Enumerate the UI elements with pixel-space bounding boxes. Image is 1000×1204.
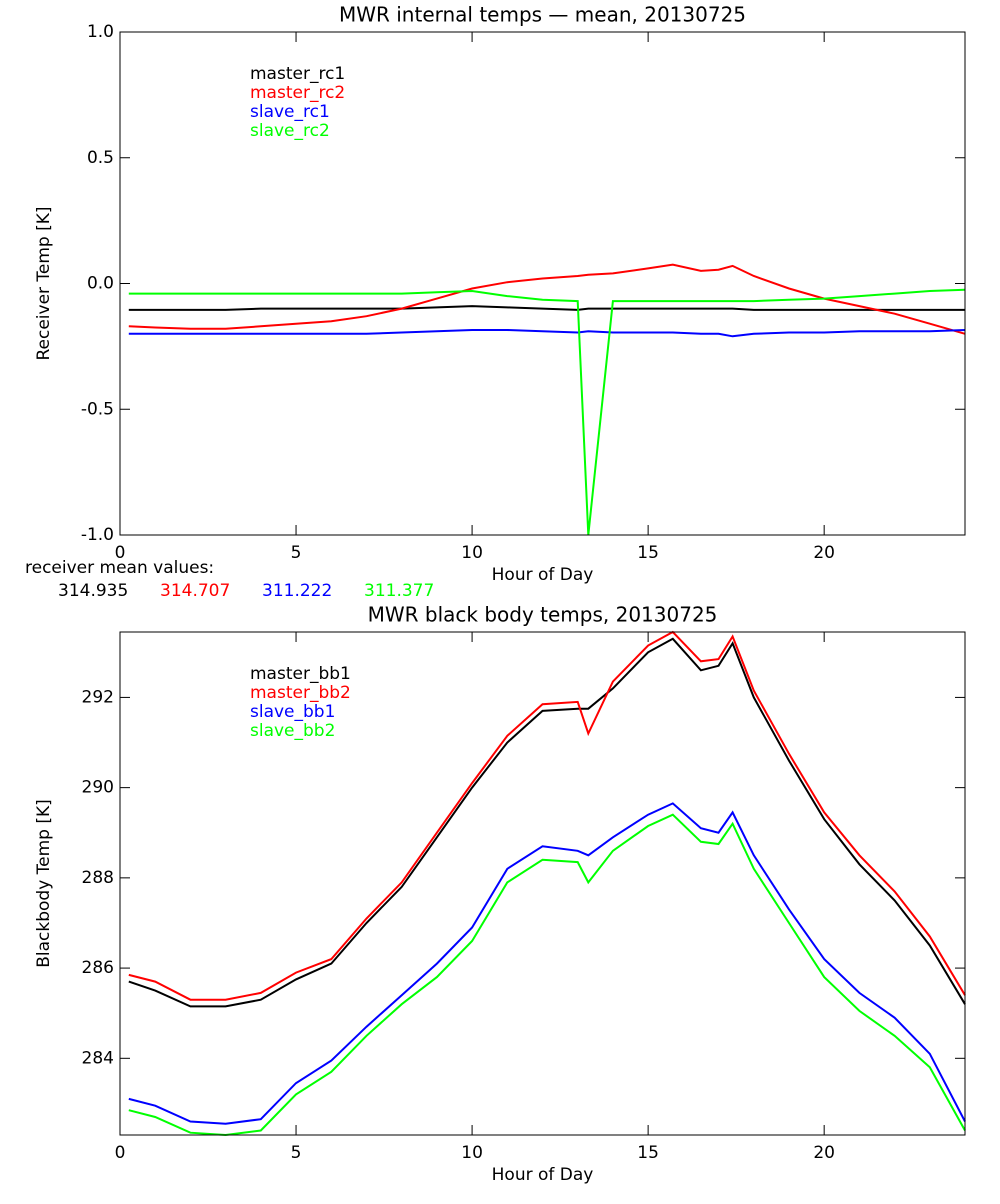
x-tick-label: 10 [461, 1143, 483, 1163]
y-axis-label: Blackbody Temp [K] [34, 799, 54, 968]
y-tick-label: 0.5 [87, 148, 114, 168]
x-tick-label: 0 [115, 1143, 126, 1163]
y-tick-label: 286 [82, 958, 114, 978]
x-tick-label: 20 [813, 543, 835, 563]
plot-frame [119, 631, 966, 1136]
x-axis-label: Hour of Day [492, 565, 594, 585]
x-tick-label: 15 [637, 1143, 659, 1163]
x-tick-label: 15 [637, 543, 659, 563]
x-axis-label: Hour of Day [492, 1165, 594, 1185]
legend-entry: master_rc1 [250, 64, 345, 84]
mean-values-label: receiver mean values: [25, 558, 214, 578]
y-tick-label: 290 [82, 778, 114, 798]
x-tick-label: 20 [813, 1143, 835, 1163]
mean-value: 311.222 [262, 581, 332, 601]
series-line [128, 630, 966, 1001]
x-tick-label: 5 [291, 543, 302, 563]
mean-value: 311.377 [364, 581, 434, 601]
y-tick-label: 284 [82, 1048, 114, 1068]
legend-entry: slave_bb1 [250, 702, 335, 722]
chart-title: MWR internal temps — mean, 20130725 [339, 3, 746, 27]
series-line [128, 802, 966, 1125]
legend-entry: slave_rc2 [250, 121, 330, 141]
series-line [128, 637, 966, 1008]
legend-entry: master_bb1 [250, 664, 351, 684]
series-line [128, 813, 966, 1137]
legend-entry: master_rc2 [250, 83, 345, 103]
legend-entry: master_bb2 [250, 683, 351, 703]
mean-value: 314.935 [58, 581, 128, 601]
y-tick-label: 292 [82, 687, 114, 707]
y-tick-label: -0.5 [81, 399, 114, 419]
legend-entry: slave_rc1 [250, 102, 330, 122]
series-line [128, 305, 965, 311]
y-tick-label: -1.0 [81, 525, 114, 545]
series-line [128, 288, 966, 536]
chart-title: MWR black body temps, 20130725 [368, 603, 718, 627]
series-line [128, 329, 966, 338]
x-tick-label: 0 [115, 543, 126, 563]
y-tick-label: 0.0 [87, 274, 114, 294]
x-tick-label: 10 [461, 543, 483, 563]
series-line [128, 263, 966, 335]
y-tick-label: 1.0 [87, 22, 114, 42]
x-tick-label: 5 [291, 1143, 302, 1163]
y-axis-label: Receiver Temp [K] [34, 206, 54, 360]
y-tick-label: 288 [82, 868, 114, 888]
legend-entry: slave_bb2 [250, 721, 335, 741]
mean-value: 314.707 [160, 581, 230, 601]
